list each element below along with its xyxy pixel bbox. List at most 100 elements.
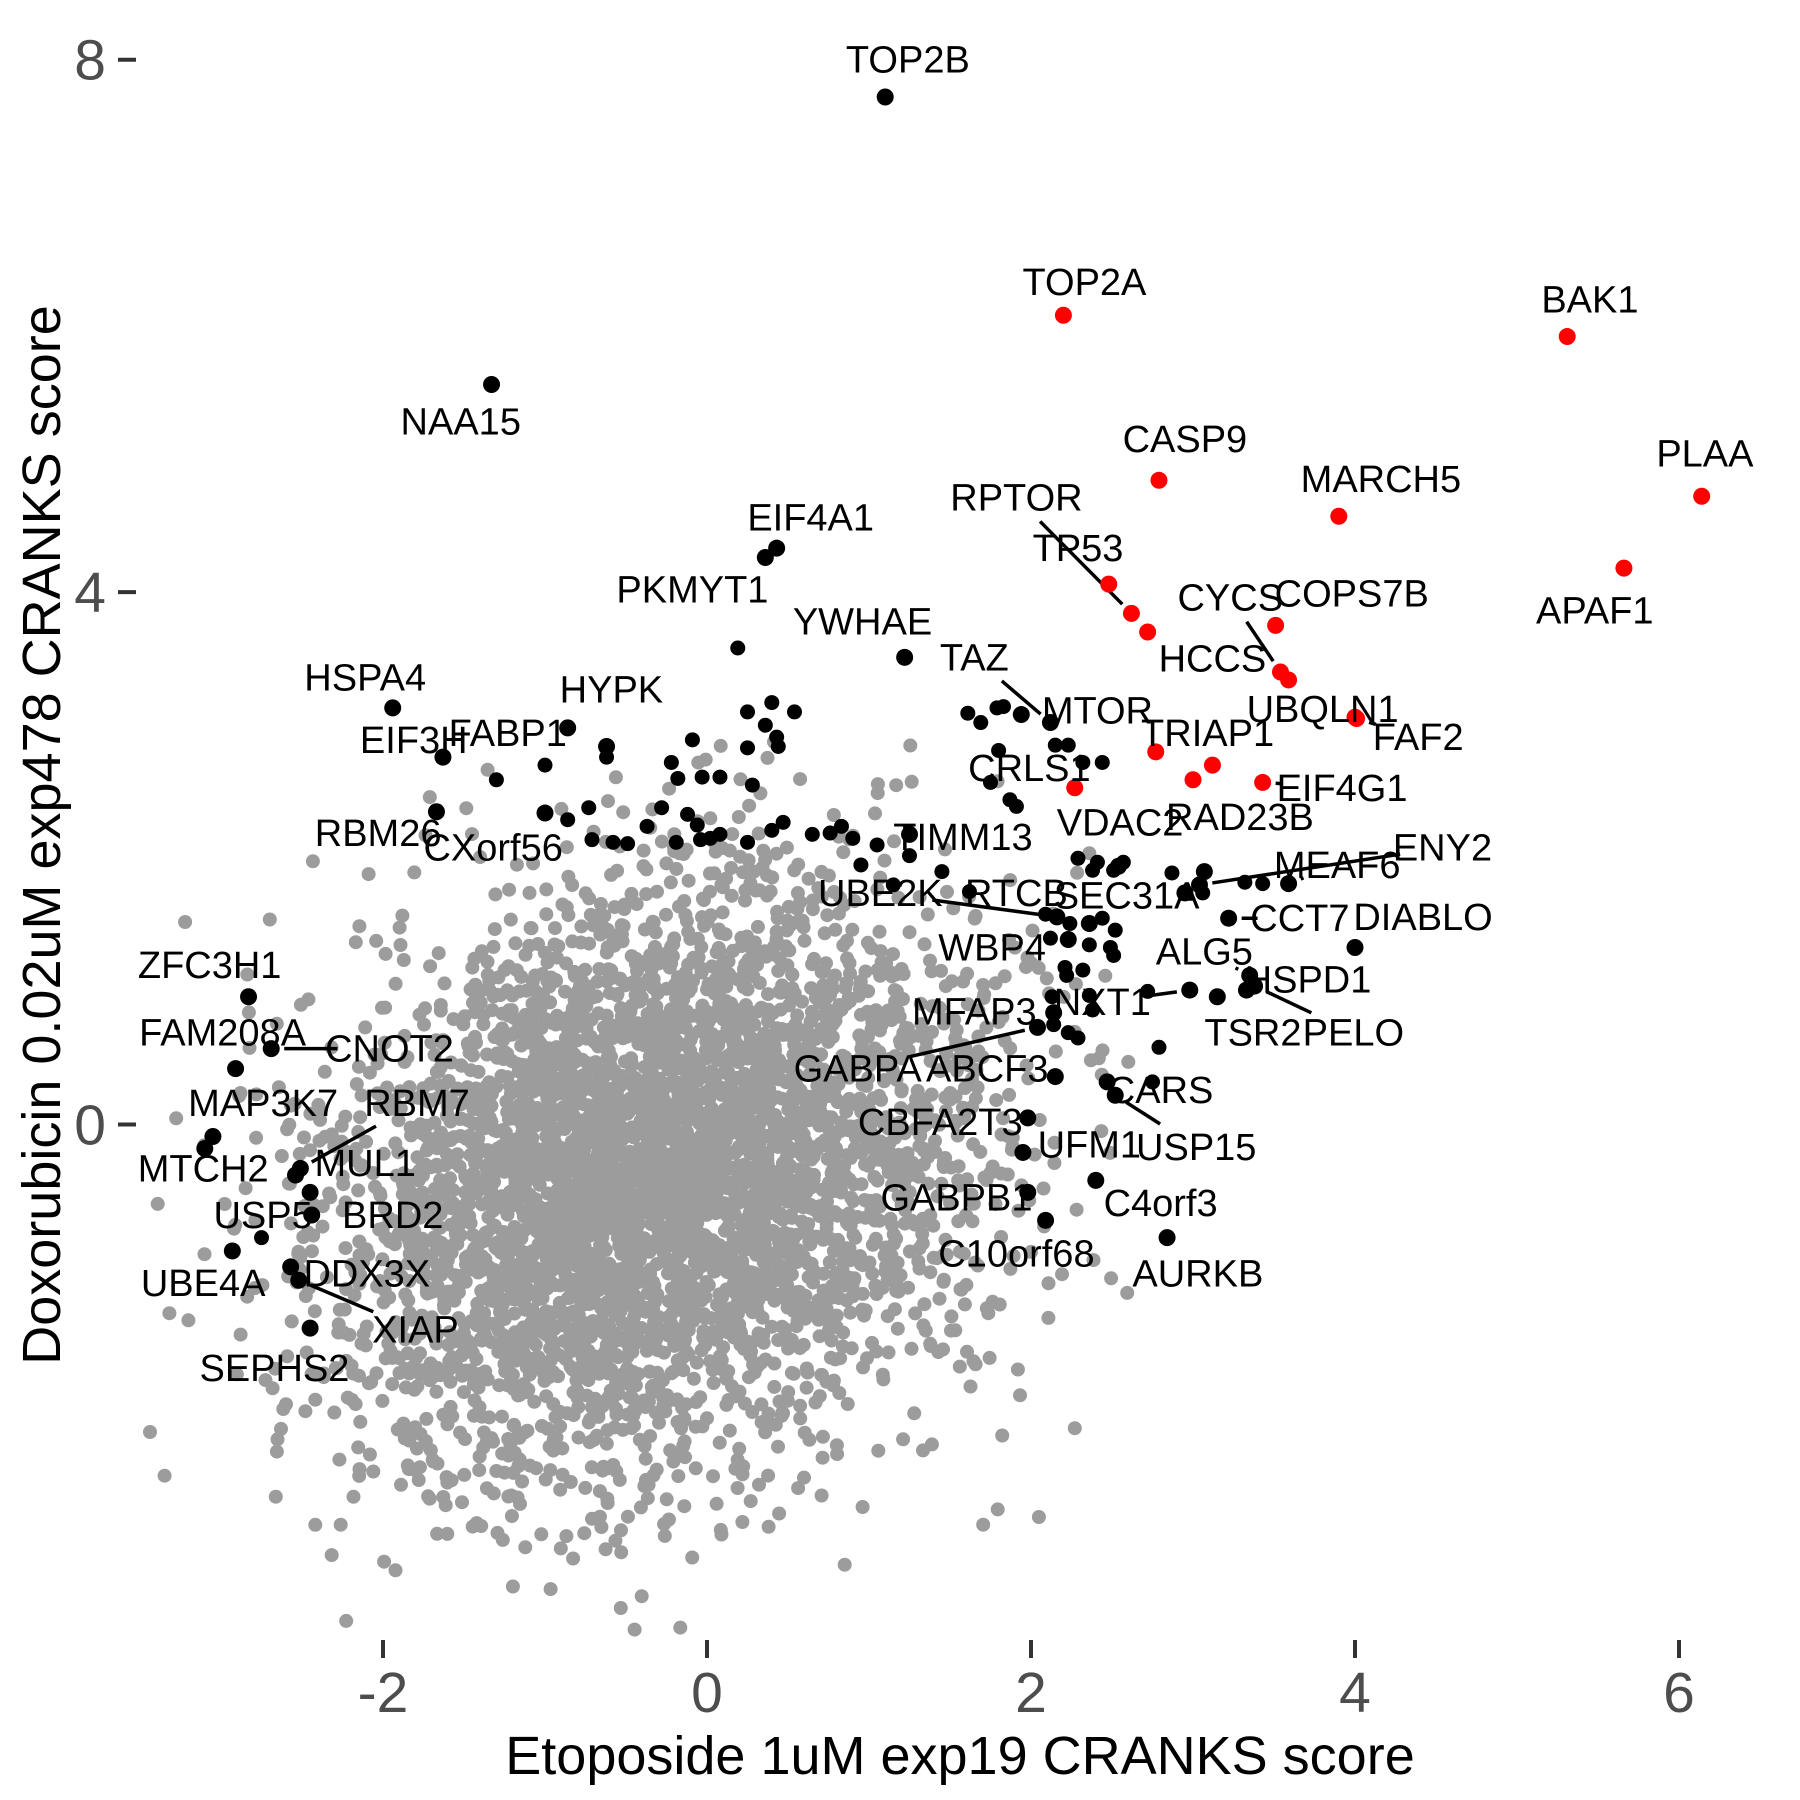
y-tick-label: 4 <box>74 561 106 625</box>
gray-point <box>473 1331 488 1346</box>
gray-point <box>805 957 820 972</box>
gray-point <box>840 1397 855 1411</box>
gray-point <box>423 1093 437 1107</box>
gray-point <box>791 1481 806 1496</box>
black-point <box>740 704 755 720</box>
leader-line <box>1300 876 1305 881</box>
gray-point <box>921 1150 935 1164</box>
gray-point <box>710 1181 725 1196</box>
gray-point <box>902 1168 917 1183</box>
gray-point <box>581 1415 596 1430</box>
gray-point <box>348 935 363 950</box>
gene-label: EIF3H <box>360 720 468 762</box>
gray-point <box>569 1310 584 1325</box>
gray-point <box>492 1378 507 1393</box>
black-point <box>740 740 755 756</box>
gray-point <box>994 1127 1009 1142</box>
gray-point <box>1104 1271 1119 1286</box>
gray-point <box>571 1168 586 1183</box>
gray-point <box>795 913 810 928</box>
gray-point <box>751 1179 766 1194</box>
x-tick-label: 0 <box>691 1661 723 1725</box>
gray-point <box>663 875 678 890</box>
gray-point <box>936 1274 951 1289</box>
gray-point <box>443 1374 458 1389</box>
gray-point <box>889 778 904 793</box>
gray-point <box>666 1038 681 1053</box>
gray-point <box>434 1267 449 1282</box>
gray-point <box>509 857 524 872</box>
gray-point <box>719 871 734 886</box>
gray-point <box>957 1297 972 1312</box>
gray-point <box>764 1319 779 1334</box>
gray-point <box>428 1192 443 1207</box>
gray-point <box>855 1500 870 1514</box>
gray-point <box>651 1055 666 1070</box>
gray-point <box>546 1340 561 1355</box>
gray-point <box>904 1341 919 1356</box>
gray-point <box>661 1169 676 1184</box>
gene-point <box>1054 306 1072 324</box>
gray-point <box>858 964 873 979</box>
gray-point <box>626 1130 641 1145</box>
gray-point <box>644 1217 659 1231</box>
gray-point <box>532 1177 547 1192</box>
gene-point <box>427 803 445 821</box>
gray-point <box>359 1134 374 1149</box>
gray-point <box>648 1163 663 1178</box>
gray-point <box>395 1176 410 1191</box>
gray-point <box>683 981 698 996</box>
leader-line <box>932 898 1045 917</box>
black-point <box>712 826 728 842</box>
gray-point <box>593 897 608 911</box>
gray-point <box>976 991 991 1006</box>
gray-point <box>611 1289 626 1304</box>
gray-point <box>567 1362 582 1376</box>
gray-point <box>268 1489 283 1504</box>
gray-point <box>539 1143 554 1158</box>
gene-point <box>1208 988 1226 1006</box>
gene-label: RAD23B <box>1166 797 1314 839</box>
gene-label: ALG5 <box>1156 931 1253 973</box>
gray-point <box>501 1008 516 1023</box>
gray-point <box>814 889 829 904</box>
gray-point <box>730 1005 745 1020</box>
gray-point <box>833 890 848 905</box>
gray-point <box>548 921 562 936</box>
gray-point <box>759 1259 774 1274</box>
gene-label: MAP3K7 <box>188 1083 338 1125</box>
gray-point <box>413 1210 428 1225</box>
gray-point <box>465 1228 480 1242</box>
gray-point <box>724 1317 739 1332</box>
gray-point <box>515 1474 530 1489</box>
gray-point <box>878 1005 893 1020</box>
gray-point <box>688 1304 702 1319</box>
gray-point <box>322 1186 337 1201</box>
gray-point <box>798 1288 813 1303</box>
gene-label: DDX3X <box>303 1254 430 1296</box>
gray-point <box>1086 1253 1101 1268</box>
gray-point <box>544 1239 559 1254</box>
gene-label: WBP4 <box>938 927 1046 969</box>
gray-point <box>366 1464 381 1479</box>
gray-point <box>664 956 679 971</box>
gray-point <box>521 1245 536 1260</box>
gray-point <box>340 1390 355 1405</box>
gray-point <box>734 939 749 954</box>
gray-point <box>979 1301 994 1316</box>
gray-point <box>525 974 540 989</box>
gray-point <box>484 1335 499 1350</box>
gray-point <box>501 1448 516 1463</box>
gray-point <box>525 996 540 1011</box>
gray-point <box>512 984 527 999</box>
gray-point <box>1121 1054 1136 1069</box>
black-point <box>740 834 755 850</box>
gray-point <box>547 1126 562 1141</box>
gray-point <box>299 1345 314 1360</box>
gray-point <box>563 1475 578 1489</box>
gray-point <box>1069 1202 1084 1217</box>
gray-point <box>402 1080 417 1095</box>
gray-point <box>709 945 724 960</box>
gray-point <box>550 1260 565 1275</box>
gray-point <box>308 1392 323 1407</box>
